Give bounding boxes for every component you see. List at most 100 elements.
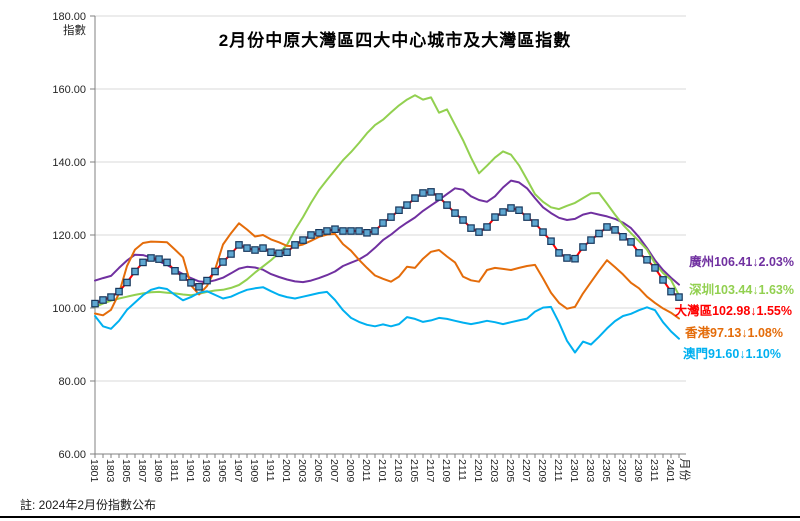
svg-text:2307: 2307	[616, 459, 628, 483]
series-深圳	[94, 94, 680, 308]
svg-text:2211: 2211	[552, 459, 564, 482]
data-point-marker	[435, 193, 443, 201]
data-point-marker	[163, 258, 171, 267]
data-point-marker	[291, 241, 299, 249]
data-point-marker	[499, 208, 507, 216]
svg-text:60.00: 60.00	[58, 449, 86, 461]
data-point-marker	[139, 258, 147, 267]
y-axis-unit: 指數	[63, 23, 86, 37]
data-point-marker	[235, 241, 243, 249]
svg-text:2309: 2309	[632, 459, 644, 483]
data-point-marker	[395, 206, 403, 215]
data-point-marker	[507, 204, 515, 212]
data-point-marker	[643, 256, 651, 264]
series-香港	[94, 222, 680, 320]
data-point-marker	[243, 244, 251, 252]
svg-text:1909: 1909	[248, 459, 260, 483]
data-point-marker	[467, 224, 475, 232]
data-point-marker	[123, 278, 131, 287]
data-point-marker	[347, 227, 355, 235]
data-point-marker	[179, 273, 187, 281]
data-point-marker	[251, 246, 259, 254]
bottom-divider	[0, 516, 800, 518]
data-point-marker	[531, 219, 539, 227]
svg-text:120.00: 120.00	[52, 230, 86, 242]
data-point-marker	[611, 226, 619, 234]
data-point-marker	[619, 233, 627, 241]
svg-text:1911: 1911	[264, 459, 276, 482]
data-point-marker	[187, 279, 195, 287]
svg-text:1907: 1907	[232, 459, 244, 483]
data-point-marker	[667, 287, 675, 296]
data-point-marker	[483, 223, 491, 231]
svg-text:2301: 2301	[568, 459, 580, 483]
svg-text:2209: 2209	[536, 459, 548, 483]
data-point-marker	[171, 267, 179, 275]
data-point-marker	[403, 201, 411, 209]
data-point-marker	[419, 189, 427, 197]
svg-text:80.00: 80.00	[58, 376, 86, 388]
svg-text:2011: 2011	[360, 459, 372, 482]
svg-text:1903: 1903	[200, 459, 212, 483]
svg-text:2109: 2109	[440, 459, 452, 483]
data-point-marker	[363, 229, 371, 237]
data-point-marker	[131, 267, 139, 276]
data-point-marker	[195, 283, 203, 291]
svg-text:2111: 2111	[456, 459, 468, 481]
svg-text:2007: 2007	[328, 459, 340, 483]
data-point-marker	[547, 237, 555, 246]
svg-text:2207: 2207	[520, 459, 532, 483]
svg-text:1803: 1803	[104, 459, 116, 483]
data-point-marker	[459, 216, 467, 224]
data-point-marker	[147, 254, 155, 262]
svg-text:2311: 2311	[648, 459, 660, 482]
data-point-marker	[555, 249, 563, 257]
gridlines	[95, 15, 686, 382]
data-point-marker	[379, 219, 387, 227]
data-point-marker	[571, 254, 579, 263]
svg-text:2107: 2107	[424, 459, 436, 483]
data-point-marker	[299, 236, 307, 244]
data-point-marker	[115, 287, 123, 296]
data-point-marker	[443, 201, 451, 209]
data-point-marker	[267, 248, 275, 257]
data-point-marker	[155, 255, 163, 263]
data-point-marker	[659, 276, 667, 284]
series-廣州	[94, 179, 680, 286]
data-point-marker	[587, 236, 595, 244]
svg-text:2203: 2203	[488, 459, 500, 483]
data-point-marker	[523, 213, 531, 221]
data-point-marker	[579, 243, 587, 251]
data-point-marker	[91, 299, 99, 308]
data-point-marker	[339, 227, 347, 235]
svg-text:2003: 2003	[296, 459, 308, 483]
svg-text:1805: 1805	[120, 459, 132, 483]
data-point-marker	[651, 264, 659, 272]
svg-text:2001: 2001	[280, 459, 292, 483]
svg-text:1811: 1811	[168, 459, 180, 482]
data-point-marker	[203, 276, 211, 285]
data-point-marker	[219, 258, 227, 266]
svg-text:180.00: 180.00	[52, 11, 86, 23]
series-大灣區	[91, 188, 683, 308]
data-point-marker	[99, 296, 107, 304]
data-point-marker	[355, 227, 363, 235]
svg-text:2103: 2103	[392, 459, 404, 483]
x-axis-unit: 月份	[678, 458, 691, 481]
svg-text:140.00: 140.00	[52, 157, 86, 169]
svg-text:1905: 1905	[216, 459, 228, 483]
data-point-marker	[515, 206, 523, 215]
svg-text:2009: 2009	[344, 459, 356, 483]
x-axis-labels: 1801 1803 1805 1807 1809 1811 1901 1903 1905 1907…	[88, 458, 691, 483]
data-point-marker	[227, 250, 235, 258]
svg-text:2205: 2205	[504, 459, 516, 483]
data-point-marker	[595, 229, 603, 238]
data-point-marker	[211, 267, 219, 276]
footnote: 註: 2024年2月份指數公布	[20, 498, 157, 512]
svg-text:2305: 2305	[600, 459, 612, 483]
data-point-marker	[307, 231, 315, 239]
data-point-marker	[451, 209, 459, 217]
data-point-marker	[323, 227, 331, 235]
